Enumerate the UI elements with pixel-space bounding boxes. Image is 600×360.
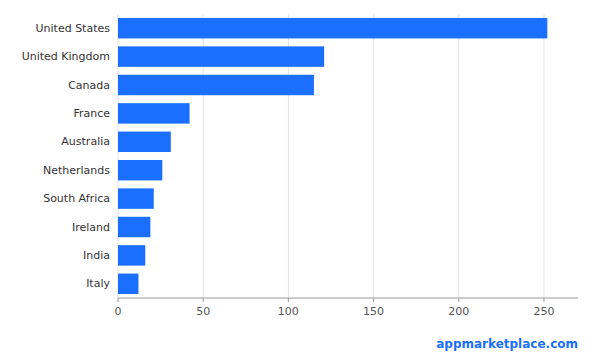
y-tick-label: United States <box>36 22 111 35</box>
bar <box>118 75 314 95</box>
x-tick <box>373 298 374 302</box>
watermark: appmarketplace.com <box>436 337 578 351</box>
y-tick-label: Netherlands <box>43 164 110 177</box>
x-tick <box>543 298 544 302</box>
bar <box>118 274 138 294</box>
bars <box>118 18 547 294</box>
bar <box>118 103 190 123</box>
x-tick <box>458 298 459 302</box>
x-tick-label: 200 <box>448 305 469 318</box>
y-tick-label: India <box>83 249 110 262</box>
y-tick-label: United Kingdom <box>22 50 110 63</box>
bar <box>118 132 171 152</box>
x-axis: 0 50 100 150 200 250 <box>115 298 555 318</box>
chart-container: 0 50 100 150 200 250 United States United Kingd… <box>0 0 600 360</box>
x-tick <box>288 298 289 302</box>
y-tick-label: France <box>73 107 110 120</box>
y-tick-label: South Africa <box>43 192 110 205</box>
bar <box>118 160 162 180</box>
bar <box>118 18 547 38</box>
y-tick-label: Ireland <box>72 221 110 234</box>
y-tick-label: Italy <box>86 277 110 290</box>
bar <box>118 188 154 208</box>
bar <box>118 245 145 265</box>
x-tick-label: 150 <box>363 305 384 318</box>
x-tick-label: 100 <box>278 305 299 318</box>
y-axis: United States United Kingdom Canada France A… <box>22 22 111 291</box>
x-axis-line <box>118 298 578 299</box>
x-tick <box>118 298 119 302</box>
grid-line <box>373 14 374 298</box>
grid <box>118 14 544 298</box>
bar <box>118 217 150 237</box>
chart-svg: 0 50 100 150 200 250 United States United Kingd… <box>0 0 600 360</box>
bar <box>118 46 324 66</box>
y-tick-label: Canada <box>68 79 110 92</box>
grid-line <box>543 14 544 298</box>
x-tick-label: 250 <box>533 305 554 318</box>
x-tick-label: 50 <box>196 305 210 318</box>
x-tick-label: 0 <box>115 305 122 318</box>
y-tick-label: Australia <box>61 135 110 148</box>
x-tick <box>203 298 204 302</box>
grid-line <box>458 14 459 298</box>
